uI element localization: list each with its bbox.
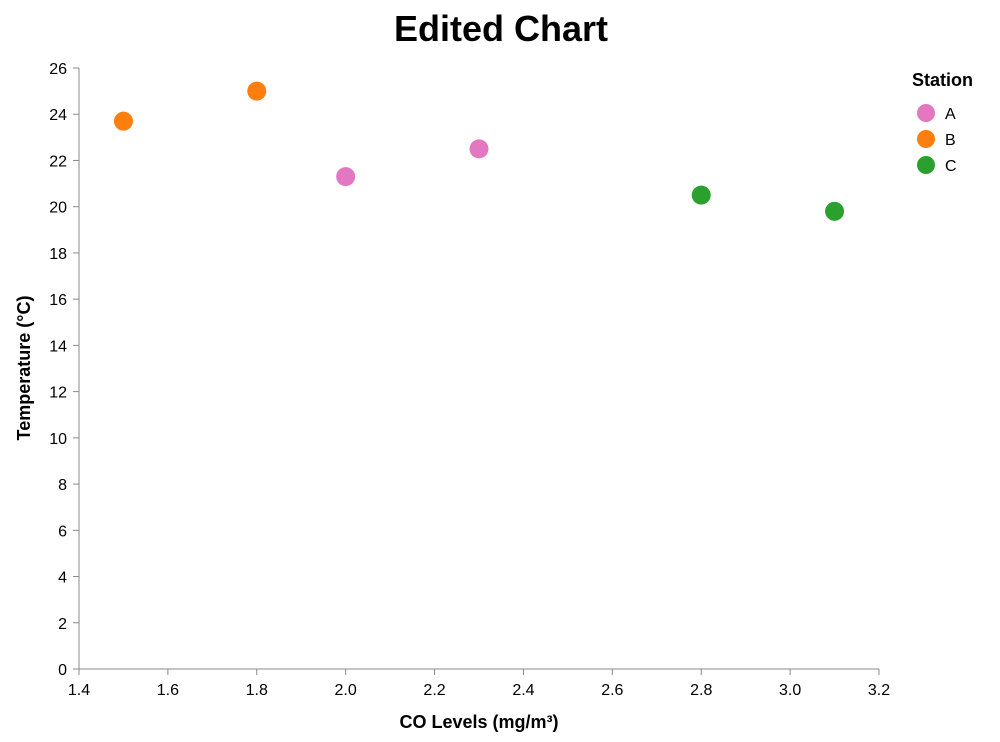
y-tick-label: 8: [58, 477, 67, 494]
legend-swatch-a: [917, 104, 935, 122]
data-point-c: [691, 185, 711, 205]
y-tick-label: 24: [49, 107, 67, 124]
legend-swatch-b: [917, 130, 935, 148]
x-axis: 1.4 1.6 1.8 2.0 2.2 2.4 2.6 2.8 3.0 3.2: [68, 668, 890, 699]
x-tick-label: 2.4: [512, 682, 534, 699]
y-tick-label: 10: [49, 431, 67, 448]
y-tick-label: 14: [49, 338, 67, 355]
legend-title: Station: [912, 70, 973, 90]
data-point-c: [825, 201, 845, 221]
x-tick-label: 3.0: [779, 682, 801, 699]
y-tick-label: 22: [49, 153, 67, 170]
legend: Station ABC: [912, 70, 973, 175]
chart-title: Edited Chart: [394, 8, 608, 49]
y-tick-label: 4: [58, 570, 67, 587]
y-tick-label: 26: [49, 61, 67, 78]
y-axis-title: Temperature (°C): [14, 296, 34, 441]
legend-entries: ABC: [917, 104, 957, 175]
y-tick-label: 16: [49, 292, 67, 309]
y-tick-label: 12: [49, 385, 67, 402]
x-tick-label: 1.4: [68, 682, 90, 699]
x-axis-title: CO Levels (mg/m³): [399, 712, 558, 732]
x-tick-label: 2.8: [690, 682, 712, 699]
x-tick-label: 1.8: [246, 682, 268, 699]
data-points: [113, 81, 845, 221]
y-tick-label: 6: [58, 523, 67, 540]
x-tick-label: 2.6: [601, 682, 623, 699]
x-tick-label: 3.2: [868, 682, 890, 699]
legend-label-c: C: [945, 158, 957, 175]
data-point-a: [336, 167, 356, 187]
legend-label-a: A: [945, 106, 956, 123]
y-tick-label: 2: [58, 616, 67, 633]
legend-swatch-c: [917, 156, 935, 174]
x-tick-label: 2.2: [423, 682, 445, 699]
y-tick-label: 18: [49, 246, 67, 263]
x-tick-label: 2.0: [335, 682, 357, 699]
data-point-b: [247, 81, 267, 101]
y-tick-label: 0: [58, 662, 67, 679]
legend-label-b: B: [945, 132, 956, 149]
data-point-b: [113, 111, 133, 131]
x-tick-label: 1.6: [157, 682, 179, 699]
data-point-a: [469, 139, 489, 159]
y-tick-label: 20: [49, 200, 67, 217]
